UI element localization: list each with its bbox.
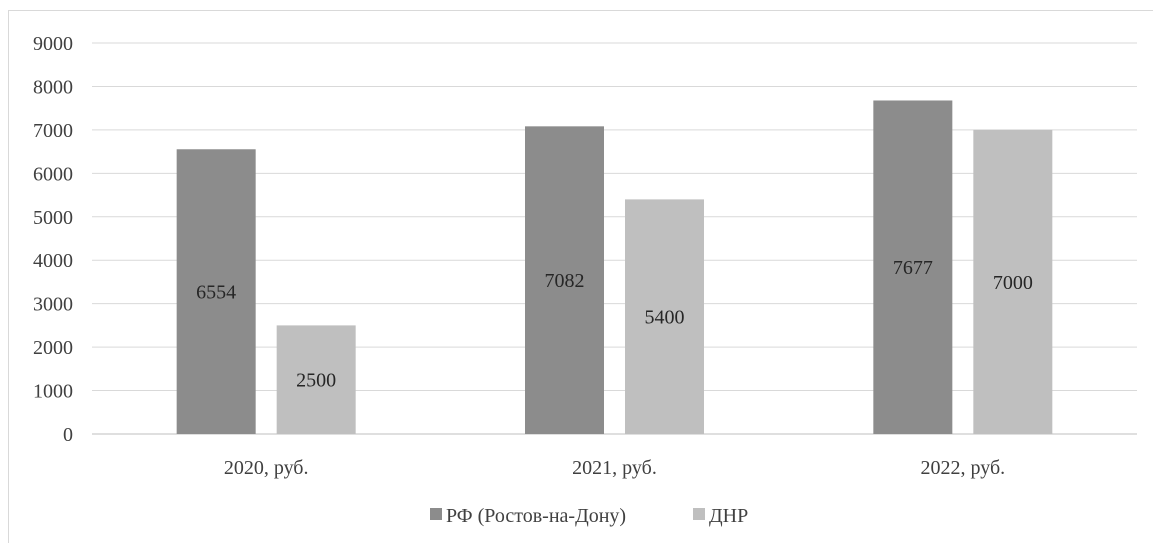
legend-label: ДНР	[709, 505, 748, 527]
y-tick-label: 7000	[33, 120, 73, 142]
y-tick-label: 4000	[33, 250, 73, 272]
x-category-label: 2022, руб.	[921, 457, 1006, 479]
gridlines	[92, 42, 1137, 435]
chart-frame	[8, 10, 1153, 543]
bar-dnr-2	[973, 129, 1053, 434]
legend-swatch	[430, 508, 442, 520]
data-labels: 6554 2500 7082 5400 7677 7000	[196, 257, 1033, 391]
y-tick-label: 2000	[33, 337, 73, 359]
data-label: 6554	[196, 282, 236, 304]
bar-dnr-1	[625, 199, 704, 434]
bar-rf-1	[525, 126, 604, 434]
x-category-label: 2021, руб.	[572, 457, 657, 479]
y-tick-label: 0	[63, 424, 73, 446]
y-tick-label: 3000	[33, 294, 73, 316]
bar-rf-2	[873, 100, 953, 435]
data-label: 5400	[645, 307, 685, 329]
data-label: 2500	[296, 370, 336, 392]
y-tick-label: 5000	[33, 207, 73, 229]
y-axis-tick-labels: 0 1000 2000 3000 4000 5000 6000 7000 8000 9000	[33, 33, 73, 446]
bar-dnr-0	[276, 325, 356, 434]
legend-swatch	[693, 508, 705, 520]
legend-label: РФ (Ростов-на-Дону)	[446, 505, 626, 527]
y-tick-label: 6000	[33, 163, 73, 185]
data-label: 7677	[893, 257, 933, 279]
data-label: 7082	[545, 270, 585, 292]
data-label: 7000	[993, 272, 1033, 294]
legend: РФ (Ростов-на-Дону) ДНР	[430, 505, 748, 527]
bars	[176, 100, 1053, 435]
y-tick-label: 8000	[33, 76, 73, 98]
y-tick-label: 1000	[33, 381, 73, 403]
y-tick-label: 9000	[33, 33, 73, 55]
bar-rf-0	[176, 149, 256, 434]
x-category-label: 2020, руб.	[224, 457, 309, 479]
x-axis-category-labels: 2020, руб. 2021, руб. 2022, руб.	[224, 457, 1005, 479]
